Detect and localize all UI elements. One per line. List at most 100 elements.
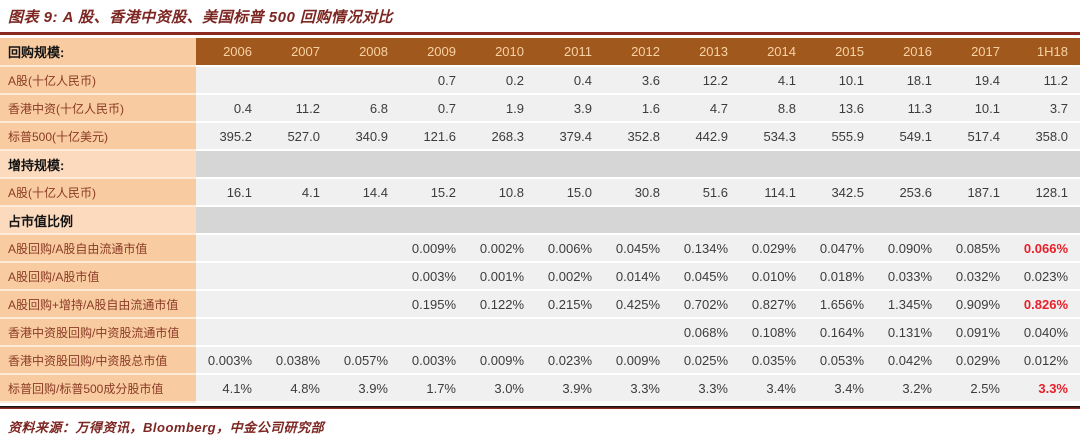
value-cell: 0.045% [672,262,740,291]
value-cell: 3.4% [740,374,808,403]
value-cell: 3.4% [808,374,876,403]
value-cell: 0.042% [876,346,944,375]
value-cell: 0.827% [740,290,808,319]
table-row: 增持规模: [0,150,1080,179]
value-cell [332,234,400,263]
value-cell: 1.6 [604,94,672,123]
value-cell [196,262,264,291]
value-cell: 114.1 [740,178,808,207]
table-row: A股(十亿人民币) 0.7 0.2 0.4 3.6 12.2 4.1 10.1 18.1 19.4… [0,66,1080,95]
row-label: A股回购/A股市值 [0,262,196,291]
value-cell: 0.014% [604,262,672,291]
value-cell: 0.195% [400,290,468,319]
table-row: 香港中资股回购/中资股流通市值 0.068% 0.108% 0.164% 0.131% 0… [0,318,1080,347]
value-cell: 0.002% [468,234,536,263]
value-cell: 3.3% [1012,374,1080,403]
value-cell: 0.001% [468,262,536,291]
value-cell: 0.425% [604,290,672,319]
value-cell: 6.8 [332,94,400,123]
footer-divider [0,406,1080,409]
value-cell: 3.9% [332,374,400,403]
value-cell: 0.702% [672,290,740,319]
value-cell: 379.4 [536,122,604,151]
year-column-header: 2008 [332,38,400,67]
value-cell: 253.6 [876,178,944,207]
value-cell: 0.018% [808,262,876,291]
value-cell: 549.1 [876,122,944,151]
row-label: 占市值比例 [0,206,196,235]
value-cell: 3.3% [604,374,672,403]
section-band [196,206,1080,235]
value-cell: 51.6 [672,178,740,207]
value-cell: 0.038% [264,346,332,375]
value-cell [196,66,264,95]
value-cell: 395.2 [196,122,264,151]
value-cell: 3.9% [536,374,604,403]
value-cell [264,262,332,291]
table-row: A股回购/A股市值 0.003% 0.001% 0.002% 0.014% 0.045% 0… [0,262,1080,291]
value-cell: 0.131% [876,318,944,347]
value-cell: 0.215% [536,290,604,319]
value-cell: 128.1 [1012,178,1080,207]
title-divider [0,32,1080,35]
value-cell: 0.029% [740,234,808,263]
value-cell: 187.1 [944,178,1012,207]
value-cell: 442.9 [672,122,740,151]
value-cell: 340.9 [332,122,400,151]
value-cell: 4.8% [264,374,332,403]
value-cell: 10.1 [944,94,1012,123]
value-cell: 3.2% [876,374,944,403]
year-column-header: 2013 [672,38,740,67]
value-cell: 0.009% [604,346,672,375]
value-cell: 0.040% [1012,318,1080,347]
value-cell: 1.656% [808,290,876,319]
value-cell: 0.053% [808,346,876,375]
value-cell: 10.1 [808,66,876,95]
value-cell: 4.7 [672,94,740,123]
value-cell: 352.8 [604,122,672,151]
value-cell: 1.7% [400,374,468,403]
table-row: A股回购+增持/A股自由流通市值 0.195% 0.122% 0.215% 0.425%… [0,290,1080,319]
value-cell: 3.3% [672,374,740,403]
value-cell [196,290,264,319]
value-cell: 0.009% [468,346,536,375]
value-cell: 12.2 [672,66,740,95]
table-row: 标普回购/标普500成分股市值 4.1% 4.8% 3.9% 1.7% 3.0% 3.9% 3… [0,374,1080,403]
value-cell: 13.6 [808,94,876,123]
value-cell: 0.023% [536,346,604,375]
value-cell: 342.5 [808,178,876,207]
year-column-header: 2014 [740,38,808,67]
value-cell [264,318,332,347]
table-row: A股(十亿人民币) 16.1 4.1 14.4 15.2 10.8 15.0 30.8 51.6… [0,178,1080,207]
value-cell: 0.7 [400,66,468,95]
value-cell: 0.091% [944,318,1012,347]
row-label: A股回购/A股自由流通市值 [0,234,196,263]
table-row: 回购规模: 2006 2007 2008 2009 2010 2011 2012 2013 201… [0,38,1080,67]
value-cell: 0.066% [1012,234,1080,263]
row-label: 香港中资股回购/中资股总市值 [0,346,196,375]
value-cell: 0.009% [400,234,468,263]
value-cell: 0.085% [944,234,1012,263]
value-cell [264,66,332,95]
value-cell: 0.122% [468,290,536,319]
value-cell: 1.345% [876,290,944,319]
value-cell: 1.9 [468,94,536,123]
row-label: 增持规模: [0,150,196,179]
value-cell: 14.4 [332,178,400,207]
value-cell: 121.6 [400,122,468,151]
value-cell: 0.006% [536,234,604,263]
table-row: 占市值比例 [0,206,1080,235]
row-label: 香港中资股回购/中资股流通市值 [0,318,196,347]
year-column-header: 2009 [400,38,468,67]
value-cell: 0.010% [740,262,808,291]
year-column-header: 2016 [876,38,944,67]
value-cell: 0.003% [196,346,264,375]
value-cell [196,318,264,347]
value-cell: 0.023% [1012,262,1080,291]
value-cell: 0.025% [672,346,740,375]
value-cell: 0.164% [808,318,876,347]
value-cell: 16.1 [196,178,264,207]
value-cell: 0.108% [740,318,808,347]
value-cell: 3.7 [1012,94,1080,123]
